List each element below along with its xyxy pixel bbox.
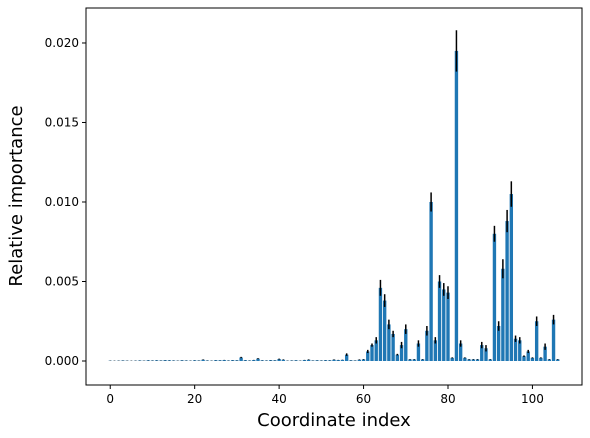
y-tick-label: 0.020: [45, 36, 79, 50]
bar: [539, 357, 543, 361]
x-tick-label: 40: [271, 392, 286, 406]
plot-frame: [85, 7, 583, 386]
bar: [273, 360, 277, 361]
bar: [378, 287, 383, 361]
bar: [260, 360, 264, 361]
bar: [543, 346, 547, 361]
bar: [222, 360, 226, 361]
x-axis-label: Coordinate index: [257, 410, 411, 431]
bar: [243, 360, 248, 361]
bar: [496, 326, 501, 361]
bar: [530, 357, 535, 361]
bar: [475, 359, 480, 361]
bar: [463, 357, 467, 361]
bar: [230, 360, 235, 361]
bar: [218, 360, 222, 361]
bar: [492, 233, 497, 361]
bar: [471, 359, 476, 361]
bar: [277, 359, 281, 361]
bar: [556, 359, 560, 361]
bar: [387, 324, 391, 361]
bar: [488, 359, 492, 361]
bar: [446, 292, 450, 361]
bar: [547, 359, 552, 361]
bar: [513, 338, 518, 361]
bar: [437, 281, 442, 361]
bar: [412, 359, 416, 361]
y-tick-label: 0.010: [45, 195, 79, 209]
bar: [399, 345, 404, 361]
x-tick-label: 100: [521, 392, 544, 406]
bar: [315, 360, 319, 361]
bar: [302, 360, 307, 361]
bar: [214, 360, 218, 361]
bar: [370, 345, 374, 361]
bar: [408, 359, 412, 361]
bar: [366, 351, 370, 361]
bar: [404, 329, 408, 361]
bar: [442, 289, 446, 361]
bar: [306, 359, 311, 361]
y-tick-label: 0.015: [45, 115, 79, 129]
x-tick-label: 0: [106, 392, 114, 406]
bar: [323, 360, 328, 361]
y-axis-label: Relative importance: [6, 105, 27, 286]
bar: [146, 360, 150, 361]
bar: [336, 360, 340, 361]
bar: [154, 360, 159, 361]
bar: [167, 360, 172, 361]
bar: [235, 360, 239, 361]
bar: [458, 343, 463, 361]
bar: [551, 319, 556, 361]
x-tick-label: 80: [440, 392, 455, 406]
bar: [534, 321, 539, 361]
bar: [332, 359, 336, 361]
bar: [509, 194, 514, 361]
bar: [416, 343, 421, 361]
bar: [425, 330, 429, 361]
bar: [505, 221, 509, 361]
x-tick-label: 60: [356, 392, 371, 406]
bar: [433, 340, 438, 361]
bar: [429, 201, 433, 361]
bar: [294, 360, 298, 361]
y-tick-label: 0.005: [45, 274, 79, 288]
bar: [518, 340, 522, 361]
y-tick-label: 0.000: [45, 354, 79, 368]
bar: [450, 357, 454, 361]
bar: [501, 268, 505, 361]
bar: [328, 360, 332, 361]
bar: [382, 300, 387, 361]
bar: [163, 360, 167, 361]
bar: [454, 50, 459, 361]
bar: [480, 345, 484, 361]
bar: [268, 360, 273, 361]
bar: [467, 359, 471, 361]
bar: [201, 359, 205, 361]
bar: [395, 354, 400, 361]
bar: [340, 359, 345, 361]
bar: [526, 351, 530, 361]
bar: [256, 358, 260, 361]
x-tick-label: 20: [187, 392, 202, 406]
bar: [239, 357, 243, 361]
bar: [484, 348, 488, 361]
bar: [192, 360, 197, 361]
bar: [180, 360, 184, 361]
bar: [361, 359, 366, 361]
bar: [374, 340, 378, 361]
bar: [344, 354, 349, 361]
bar: [349, 360, 353, 361]
bar: [357, 359, 362, 361]
bar: [522, 356, 526, 361]
bar: [281, 359, 286, 361]
bar: [391, 333, 395, 361]
bar: [420, 359, 425, 361]
bar: [252, 360, 256, 361]
